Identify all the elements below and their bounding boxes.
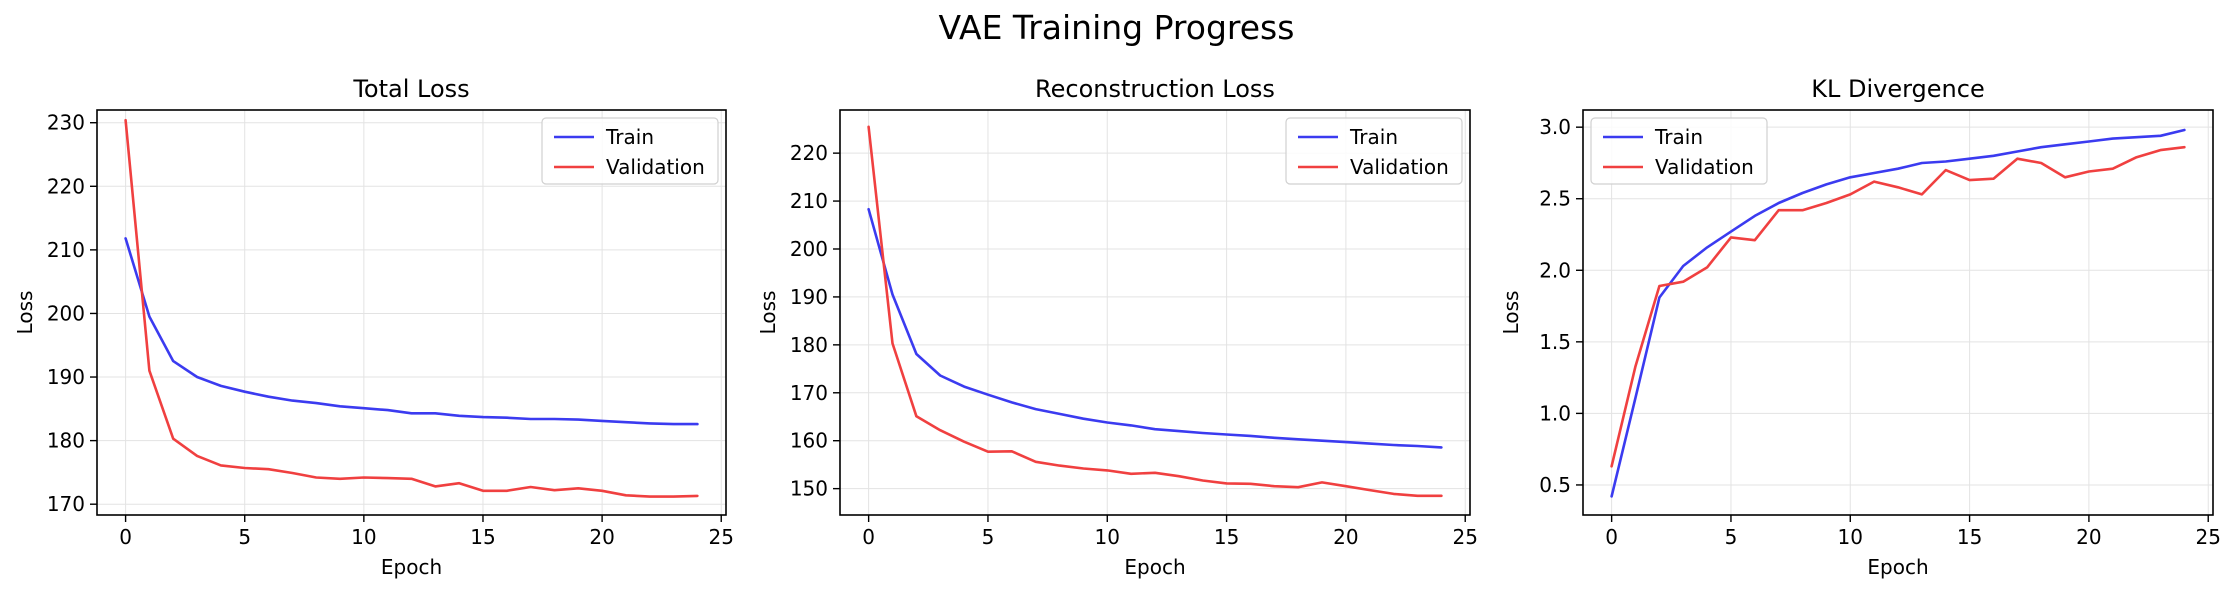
x-tick-label: 0 <box>119 525 132 549</box>
y-tick-label: 1.5 <box>1539 330 1571 354</box>
y-axis-label: Loss <box>1499 291 1523 335</box>
x-tick-label: 10 <box>351 525 376 549</box>
y-axis-label: Loss <box>13 291 37 335</box>
figure-title: VAE Training Progress <box>938 8 1295 47</box>
y-tick-label: 160 <box>790 429 828 453</box>
y-tick-label: 230 <box>47 111 85 135</box>
x-tick-label: 15 <box>470 525 495 549</box>
x-tick-label: 25 <box>709 525 734 549</box>
x-tick-label: 10 <box>1838 525 1863 549</box>
series-line-train <box>124 237 699 426</box>
series-line-train <box>1610 128 2186 498</box>
legend-label-validation: Validation <box>606 155 705 179</box>
x-tick-label: 5 <box>982 525 995 549</box>
panel-title-reconstruction-loss: Reconstruction Loss <box>1035 75 1275 103</box>
y-tick-label: 2.0 <box>1539 258 1571 282</box>
y-axis-label: Loss <box>756 291 780 335</box>
x-tick-label: 25 <box>1453 525 1478 549</box>
panel-total-loss: 0 5 10 15 20 25 170 180 190 200 210 220 230 Total Los… <box>13 75 734 579</box>
y-tick-label: 190 <box>47 365 85 389</box>
y-tick-label: 150 <box>790 477 828 501</box>
y-tick-label: 180 <box>47 429 85 453</box>
y-tick-label: 200 <box>47 301 85 325</box>
y-tick-label: 210 <box>47 238 85 262</box>
x-axis-label: Epoch <box>381 555 442 579</box>
y-tick-label: 180 <box>790 333 828 357</box>
y-tick-label: 210 <box>790 189 828 213</box>
x-tick-label: 20 <box>1333 525 1358 549</box>
axes-frame <box>839 109 1471 516</box>
x-tick-label: 10 <box>1095 525 1120 549</box>
series-line-validation <box>124 118 699 498</box>
x-tick-label: 25 <box>2196 525 2221 549</box>
y-tick-label: 170 <box>47 492 85 516</box>
x-tick-label: 5 <box>238 525 251 549</box>
x-tick-label: 20 <box>2076 525 2101 549</box>
x-axis-label: Epoch <box>1124 555 1185 579</box>
legend-label-train: Train <box>1349 125 1398 149</box>
y-tick-label: 200 <box>790 237 828 261</box>
x-tick-label: 15 <box>1214 525 1239 549</box>
panel-title-total-loss: Total Loss <box>352 75 469 103</box>
y-tick-label: 220 <box>47 174 85 198</box>
x-tick-label: 15 <box>1957 525 1982 549</box>
x-tick-label: 0 <box>862 525 875 549</box>
panel-kl-divergence: 0 5 10 15 20 25 0.5 1.0 1.5 2.0 2.5 3.0 KL Divergenc… <box>1499 75 2221 579</box>
series-line-validation <box>867 125 1443 498</box>
y-tick-label: 190 <box>790 285 828 309</box>
axes-frame <box>1582 109 2214 516</box>
x-tick-label: 20 <box>589 525 614 549</box>
y-tick-label: 2.5 <box>1539 187 1571 211</box>
axes-frame <box>96 109 727 516</box>
legend-label-train: Train <box>1654 125 1703 149</box>
y-tick-label: 3.0 <box>1539 115 1571 139</box>
panel-title-kl-divergence: KL Divergence <box>1811 75 1984 103</box>
y-tick-label: 220 <box>790 141 828 165</box>
legend-label-validation: Validation <box>1655 155 1754 179</box>
panel-reconstruction-loss: 0 5 10 15 20 25 150 160 170 180 190 200 210 220 Recons… <box>756 75 1478 579</box>
x-tick-label: 5 <box>1725 525 1738 549</box>
y-tick-label: 0.5 <box>1539 473 1571 497</box>
series-line-train <box>867 207 1443 449</box>
y-tick-label: 1.0 <box>1539 401 1571 425</box>
x-tick-label: 0 <box>1605 525 1618 549</box>
y-tick-label: 170 <box>790 381 828 405</box>
x-axis-label: Epoch <box>1867 555 1928 579</box>
legend-label-train: Train <box>605 125 654 149</box>
legend-label-validation: Validation <box>1350 155 1449 179</box>
series-line-validation <box>1610 145 2186 468</box>
